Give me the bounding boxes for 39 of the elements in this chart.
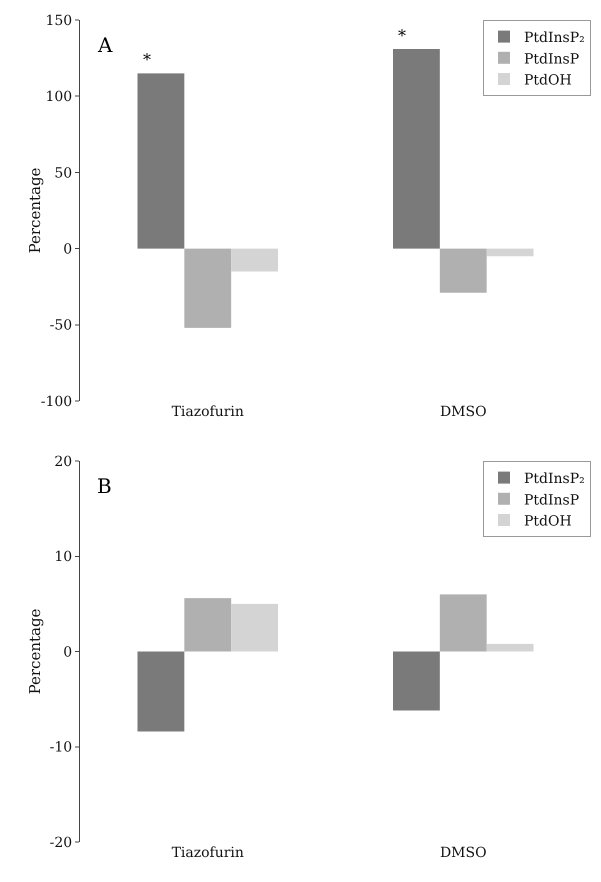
legend-label: PtdInsP₂ bbox=[524, 471, 585, 488]
y-tick-label: -100 bbox=[40, 394, 72, 410]
bar bbox=[184, 598, 232, 652]
legend-label: PtdOH bbox=[524, 513, 572, 530]
y-tick-label: 50 bbox=[54, 165, 72, 182]
bar bbox=[440, 248, 487, 293]
bar bbox=[440, 594, 487, 652]
annotation: A bbox=[97, 33, 113, 57]
bar bbox=[486, 644, 534, 652]
x-tick-label: DMSO bbox=[440, 845, 487, 861]
y-tick-label: -20 bbox=[50, 834, 72, 851]
y-tick-label: 0 bbox=[63, 242, 72, 258]
y-tick-label: 10 bbox=[54, 549, 72, 566]
bar bbox=[231, 248, 278, 272]
annotation: * bbox=[398, 26, 406, 45]
x-tick-label: DMSO bbox=[440, 404, 487, 420]
legend-label: PtdInsP bbox=[524, 51, 580, 68]
legend-label: PtdInsP bbox=[524, 492, 580, 508]
y-tick-label: -10 bbox=[50, 740, 72, 756]
y-tick-label: 150 bbox=[45, 12, 72, 29]
bar bbox=[231, 604, 278, 652]
legend-label: PtdOH bbox=[524, 72, 572, 88]
x-tick-label: Tiazofurin bbox=[172, 845, 244, 861]
y-tick-label: 0 bbox=[63, 644, 72, 660]
x-tick-label: Tiazofurin bbox=[172, 404, 244, 420]
bar bbox=[486, 248, 534, 256]
bar bbox=[137, 73, 184, 249]
annotation: * bbox=[143, 50, 151, 69]
y-tick-label: 20 bbox=[54, 454, 72, 470]
y-axis-title: Percentage bbox=[26, 167, 44, 254]
legend-label: PtdInsP₂ bbox=[524, 30, 585, 46]
bar bbox=[184, 248, 232, 328]
bar bbox=[392, 652, 440, 711]
bar bbox=[137, 652, 184, 732]
bar bbox=[392, 48, 440, 249]
y-tick-label: 100 bbox=[45, 89, 72, 106]
y-axis-title: Percentage bbox=[26, 608, 44, 694]
y-tick-label: -50 bbox=[50, 318, 72, 334]
annotation: B bbox=[97, 474, 112, 498]
